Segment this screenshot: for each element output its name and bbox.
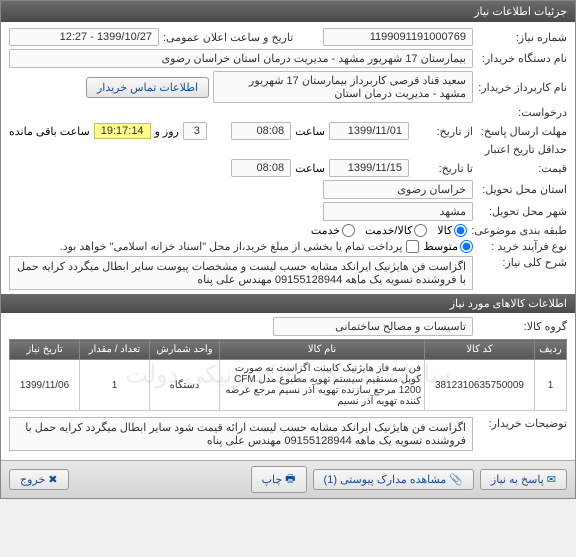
from-date-field: 1399/11/01 bbox=[329, 122, 409, 140]
price-valid-label: حداقل تاریخ اعتبار bbox=[477, 143, 567, 156]
th-name: نام کالا bbox=[220, 340, 425, 360]
deliver-prov-field: خراسان رضوی bbox=[323, 180, 473, 199]
table-header-row: ردیف کد کالا نام کالا واحد شمارش تعداد /… bbox=[10, 340, 567, 360]
content-area: شماره نیاز: 1199091191000769 تاریخ و ساع… bbox=[1, 22, 575, 460]
remaining-timer: 19:17:14 bbox=[94, 123, 151, 139]
to-date-field: 1399/11/15 bbox=[329, 159, 409, 177]
exit-label: خروج bbox=[20, 473, 45, 486]
announce-field: 1399/10/27 - 12:27 bbox=[9, 28, 159, 46]
titlebar: جزئیات اطلاعات نیاز bbox=[1, 1, 575, 22]
table-row: 1 3812310635750009 فن سه فاز هایژنیک کاب… bbox=[10, 360, 567, 411]
budget-radio-group: کالا کالا/خدمت خدمت bbox=[311, 224, 467, 237]
remain-label: ساعت باقی مانده bbox=[9, 125, 90, 138]
requests-label: درخواست: bbox=[477, 106, 567, 119]
th-code: کد کالا bbox=[425, 340, 535, 360]
announce-label: تاریخ و ساعت اعلان عمومی: bbox=[163, 31, 293, 44]
attach-label: مشاهده مدارک پیوستی (1) bbox=[324, 473, 447, 486]
cell-date: 1399/11/06 bbox=[10, 360, 80, 411]
days-label: روز و bbox=[155, 125, 179, 138]
cell-name: فن سه فاز هایژنیک کابینت اگزاست به صورت … bbox=[220, 360, 425, 411]
clip-icon: 📎 bbox=[449, 473, 463, 486]
days-field: 3 bbox=[183, 122, 207, 140]
opt-service[interactable]: کالا/خدمت bbox=[365, 224, 427, 237]
cell-code: 3812310635750009 bbox=[425, 360, 535, 411]
treasury-check[interactable] bbox=[406, 240, 419, 253]
exit-button[interactable]: ✖ خروج bbox=[9, 469, 69, 490]
buyer-user-label: نام کاربرداز خریدار: bbox=[477, 81, 567, 94]
purchase-type-label: نوع فرآیند خرید : bbox=[477, 240, 567, 253]
opt-goods-radio[interactable] bbox=[454, 224, 467, 237]
footer-bar: ✉ پاسخ به نیاز 📎 مشاهده مدارک پیوستی (1)… bbox=[1, 460, 575, 498]
treasury-checkbox[interactable] bbox=[406, 240, 419, 253]
window: جزئیات اطلاعات نیاز شماره نیاز: 11990911… bbox=[0, 0, 576, 499]
opt-goods[interactable]: کالا bbox=[437, 224, 467, 237]
contact-buyer-button[interactable]: اطلاعات تماس خریدار bbox=[86, 77, 209, 98]
print-label: چاپ bbox=[262, 473, 283, 486]
cell-qty: 1 bbox=[80, 360, 150, 411]
deliver-city-field: مشهد bbox=[323, 202, 473, 221]
th-qty: تعداد / مقدار bbox=[80, 340, 150, 360]
from-time-field: 08:08 bbox=[231, 122, 291, 140]
print-icon: 🖶 bbox=[285, 470, 295, 489]
reply-icon: ✉ bbox=[547, 473, 556, 486]
group-label: گروه کالا: bbox=[477, 320, 567, 333]
desc-label: شرح کلی نیاز: bbox=[477, 256, 567, 269]
reply-label: پاسخ به نیاز bbox=[491, 473, 544, 486]
buyer-notes-field: اگزاست فن هایژنیک ایرانکد مشابه حسب لیست… bbox=[9, 417, 473, 451]
deliver-prov-label: استان محل تحویل: bbox=[477, 183, 567, 196]
th-date: تاریخ نیاز bbox=[10, 340, 80, 360]
goods-section-header: اطلاعات کالاهای مورد نیاز bbox=[1, 294, 575, 313]
purchase-note: پرداخت تمام یا بخشی از مبلغ خرید،از محل … bbox=[60, 240, 403, 253]
need-no-field: 1199091191000769 bbox=[323, 28, 473, 46]
attachments-button[interactable]: 📎 مشاهده مدارک پیوستی (1) bbox=[313, 469, 474, 490]
reply-deadline-label: مهلت ارسال پاسخ: bbox=[477, 125, 567, 138]
opt-service2-radio[interactable] bbox=[342, 224, 355, 237]
buyer-notes-label: توضیحات خریدار: bbox=[477, 417, 567, 430]
to-time-field: 08:08 bbox=[231, 159, 291, 177]
exit-icon: ✖ bbox=[48, 473, 57, 486]
need-no-label: شماره نیاز: bbox=[477, 31, 567, 44]
window-title: جزئیات اطلاعات نیاز bbox=[474, 6, 567, 18]
reply-button[interactable]: ✉ پاسخ به نیاز bbox=[480, 469, 567, 490]
group-field: تاسیسات و مصالح ساختمانی bbox=[273, 317, 473, 336]
buyer-org-field: بیمارستان 17 شهریور مشهد - مدیریت درمان … bbox=[9, 49, 473, 68]
print-button[interactable]: 🖶 چاپ bbox=[251, 466, 307, 493]
desc-field: اگزاست فن هایژنیک ایرانکد مشابه حسب لیست… bbox=[9, 256, 473, 290]
table-wrapper: ردیف کد کالا نام کالا واحد شمارش تعداد /… bbox=[9, 339, 567, 411]
buyer-user-field: سعید قناد قرصی کاربرداز بیمارستان 17 شهر… bbox=[213, 71, 473, 103]
cell-idx: 1 bbox=[535, 360, 567, 411]
time-label-1: ساعت bbox=[295, 125, 325, 138]
th-row: ردیف bbox=[535, 340, 567, 360]
cell-unit: دستگاه bbox=[150, 360, 220, 411]
price-label: قیمت: bbox=[477, 162, 567, 175]
budget-label: طبقه بندی موضوعی: bbox=[471, 224, 567, 237]
deliver-city-label: شهر محل تحویل: bbox=[477, 205, 567, 218]
time-label-2: ساعت bbox=[295, 162, 325, 175]
opt-service2[interactable]: خدمت bbox=[311, 224, 355, 237]
buyer-org-label: نام دستگاه خریدار: bbox=[477, 52, 567, 65]
from-date-label: از تاریخ: bbox=[413, 125, 473, 138]
goods-table: ردیف کد کالا نام کالا واحد شمارش تعداد /… bbox=[9, 339, 567, 411]
to-date-label: تا تاریخ: bbox=[413, 162, 473, 175]
opt-mid[interactable]: متوسط bbox=[423, 240, 473, 253]
opt-service-radio[interactable] bbox=[414, 224, 427, 237]
opt-mid-radio[interactable] bbox=[460, 240, 473, 253]
th-unit: واحد شمارش bbox=[150, 340, 220, 360]
